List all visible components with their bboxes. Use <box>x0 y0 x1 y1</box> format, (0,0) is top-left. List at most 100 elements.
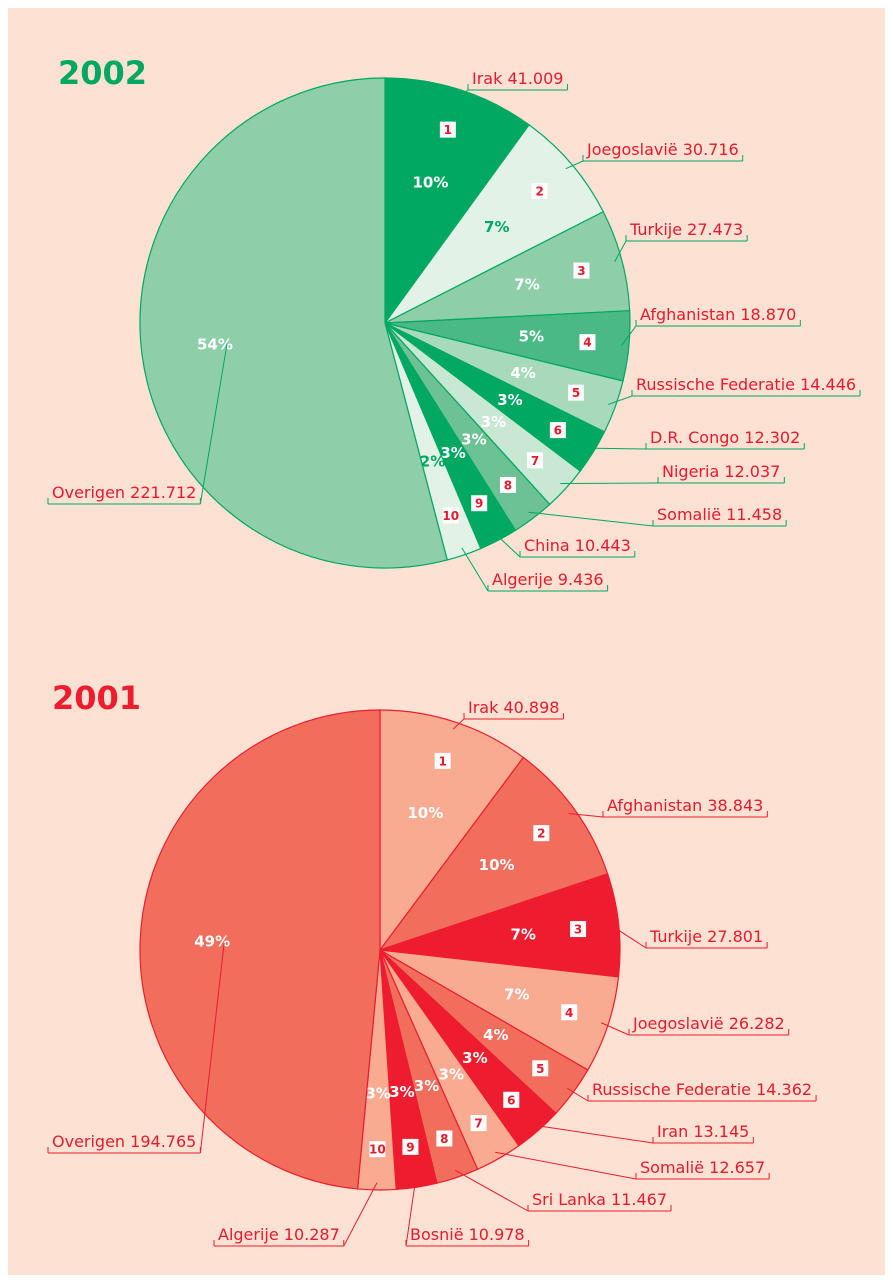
category-label: Sri Lanka <box>532 1190 606 1209</box>
rank-label: 8 <box>440 1132 448 1146</box>
percentage-label: 10% <box>412 174 448 192</box>
slice-label: Russische Federatie 14.446 <box>636 375 856 394</box>
value-label: 27.801 <box>707 927 763 946</box>
percentage-label: 3% <box>497 391 522 409</box>
rank-label: 7 <box>531 454 539 468</box>
rank-label: 6 <box>554 424 562 438</box>
category-label: Iran <box>657 1122 688 1141</box>
category-label: Somalië <box>657 505 721 524</box>
percentage-label: 4% <box>483 1026 508 1044</box>
value-label: 30.716 <box>683 140 739 159</box>
category-label: Bosnië <box>410 1225 464 1244</box>
value-label: 10.443 <box>575 536 631 555</box>
category-label: Overigen <box>52 483 125 502</box>
rank-label: 6 <box>507 1093 515 1107</box>
category-label: Joegoslavië <box>632 1014 724 1033</box>
percentage-label: 4% <box>510 364 535 382</box>
category-label: Afghanistan <box>607 796 702 815</box>
value-label: 12.657 <box>709 1158 765 1177</box>
category-label: Nigeria <box>662 462 719 481</box>
chart-title: 2001 <box>52 679 141 717</box>
value-label: 26.282 <box>729 1014 785 1033</box>
slice-label: Afghanistan 38.843 <box>607 796 763 815</box>
slice-label: Overigen 221.712 <box>52 483 196 502</box>
value-label: 14.446 <box>800 375 856 394</box>
value-label: 12.302 <box>744 428 800 447</box>
percentage-label: 54% <box>197 335 233 353</box>
category-label: Russische Federatie <box>636 375 795 394</box>
percentage-label: 7% <box>510 925 535 943</box>
slice-label: Bosnië 10.978 <box>410 1225 525 1244</box>
slice-label: Turkije 27.801 <box>649 927 763 946</box>
slice-label: Somalië 11.458 <box>657 505 782 524</box>
category-label: Turkije <box>649 927 702 946</box>
slice-label: Irak 40.898 <box>468 698 559 717</box>
category-label: Russische Federatie <box>592 1080 751 1099</box>
slice-label: Sri Lanka 11.467 <box>532 1190 667 1209</box>
value-label: 194.765 <box>130 1132 196 1151</box>
slice-label: Turkije 27.473 <box>629 220 743 239</box>
category-label: Irak <box>472 69 503 88</box>
value-label: 18.870 <box>740 305 796 324</box>
slice-label: Iran 13.145 <box>657 1122 749 1141</box>
slice-label: Afghanistan 18.870 <box>640 305 796 324</box>
rank-label: 9 <box>406 1140 414 1154</box>
percentage-label: 49% <box>194 933 230 951</box>
value-label: 14.362 <box>756 1080 812 1099</box>
value-label: 40.898 <box>503 698 559 717</box>
slice-label: Algerije 10.287 <box>218 1225 340 1244</box>
value-label: 10.978 <box>469 1225 525 1244</box>
slice-label: D.R. Congo 12.302 <box>650 428 800 447</box>
percentage-label: 3% <box>462 1049 487 1067</box>
value-label: 13.145 <box>693 1122 749 1141</box>
value-label: 38.843 <box>707 796 763 815</box>
slice-label: Algerije 9.436 <box>492 570 604 589</box>
category-label: China <box>524 536 570 555</box>
value-label: 11.467 <box>611 1190 667 1209</box>
rank-label: 4 <box>583 336 591 350</box>
value-label: 9.436 <box>558 570 604 589</box>
percentage-label: 10% <box>407 804 443 822</box>
rank-label: 5 <box>536 1062 544 1076</box>
rank-label: 10 <box>442 509 459 523</box>
value-label: 11.458 <box>726 505 782 524</box>
value-label: 221.712 <box>130 483 196 502</box>
percentage-label: 3% <box>414 1077 439 1095</box>
percentage-label: 3% <box>365 1084 390 1102</box>
rank-label: 2 <box>537 827 545 841</box>
rank-label: 5 <box>572 386 580 400</box>
rank-label: 2 <box>535 184 543 198</box>
percentage-label: 5% <box>519 327 544 345</box>
rank-label: 7 <box>474 1117 482 1131</box>
percentage-label: 3% <box>481 413 506 431</box>
slice-label: Joegoslavië 26.282 <box>632 1014 785 1033</box>
category-label: Algerije <box>218 1225 279 1244</box>
value-label: 12.037 <box>724 462 780 481</box>
category-label: Algerije <box>492 570 553 589</box>
slice-label: Nigeria 12.037 <box>662 462 780 481</box>
value-label: 27.473 <box>687 220 743 239</box>
rank-label: 1 <box>444 123 452 137</box>
percentage-label: 7% <box>514 276 539 294</box>
category-label: Irak <box>468 698 499 717</box>
value-label: 41.009 <box>507 69 563 88</box>
percentage-label: 10% <box>479 856 515 874</box>
slice-label: Irak 41.009 <box>472 69 563 88</box>
category-label: Joegoslavië <box>586 140 678 159</box>
category-label: Overigen <box>52 1132 125 1151</box>
chart-title: 2002 <box>58 54 147 92</box>
slice-label: Russische Federatie 14.362 <box>592 1080 812 1099</box>
rank-label: 3 <box>574 923 582 937</box>
rank-label: 10 <box>369 1143 386 1157</box>
rank-label: 3 <box>577 264 585 278</box>
category-label: D.R. Congo <box>650 428 739 447</box>
slice-label: Overigen 194.765 <box>52 1132 196 1151</box>
slice-label: Somalië 12.657 <box>640 1158 765 1177</box>
percentage-label: 7% <box>484 218 509 236</box>
percentage-label: 7% <box>504 986 529 1004</box>
percentage-label: 3% <box>389 1083 414 1101</box>
value-label: 10.287 <box>284 1225 340 1244</box>
category-label: Somalië <box>640 1158 704 1177</box>
rank-label: 8 <box>504 478 512 492</box>
